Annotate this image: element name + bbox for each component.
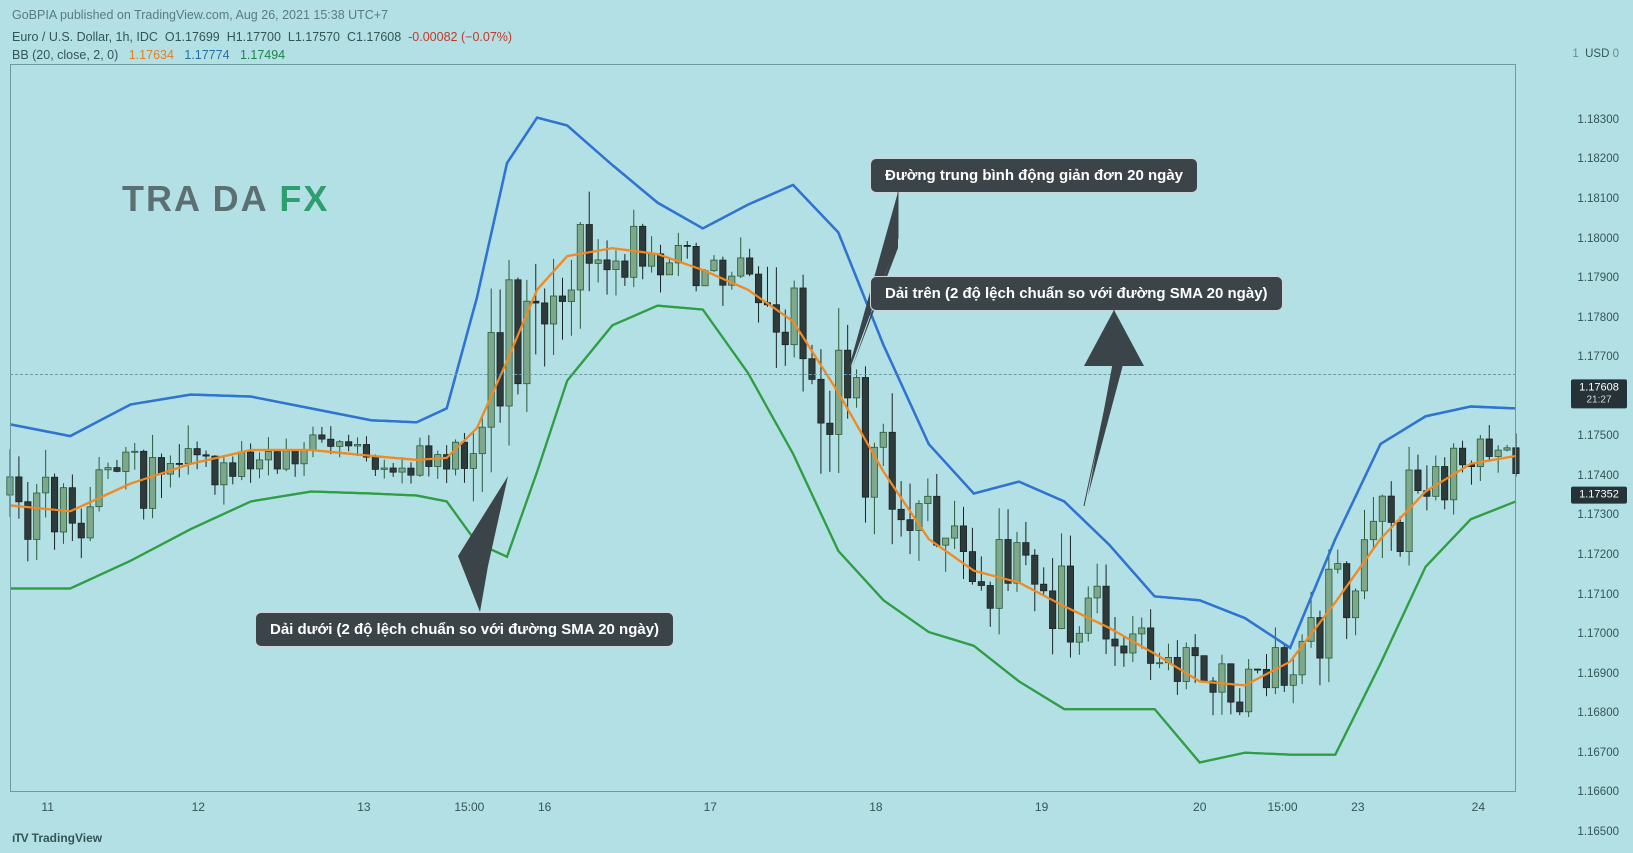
x-tick: 18 bbox=[869, 800, 882, 814]
y-tick: 1.18300 bbox=[1577, 114, 1619, 126]
plot-area[interactable]: 11 12 13 15:00 16 17 18 19 20 15:00 23 24 bbox=[0, 20, 1530, 820]
y-tick: 1.17900 bbox=[1577, 272, 1619, 284]
x-tick: 11 bbox=[41, 800, 53, 814]
callout-upper-arrow bbox=[1074, 306, 1154, 516]
callout-lower-arrow bbox=[418, 466, 518, 616]
x-tick: 23 bbox=[1351, 800, 1364, 814]
y-tick: 1.16700 bbox=[1577, 747, 1619, 759]
price-tag: 1.17352 bbox=[1571, 487, 1627, 504]
y-tick: 1.16600 bbox=[1577, 786, 1619, 798]
callout-lower: Dải dưới (2 độ lệch chuẩn so với đường S… bbox=[255, 612, 674, 647]
y-tick: 1.17700 bbox=[1577, 351, 1619, 363]
x-tick: 16 bbox=[538, 800, 551, 814]
y-tick: 1.16500 bbox=[1577, 826, 1619, 838]
y-tick: 1.17100 bbox=[1577, 589, 1619, 601]
tradingview-brand: ıTVTradingView bbox=[12, 831, 102, 845]
x-tick: 20 bbox=[1193, 800, 1206, 814]
y-tick: 1.18200 bbox=[1577, 153, 1619, 165]
y-tick: 1.18000 bbox=[1577, 233, 1619, 245]
x-tick: 15:00 bbox=[1268, 800, 1298, 814]
y-tick: 1.18100 bbox=[1577, 193, 1619, 205]
y-tick: 1.16800 bbox=[1577, 707, 1619, 719]
x-tick: 15:00 bbox=[454, 800, 484, 814]
x-tick: 13 bbox=[357, 800, 370, 814]
y-tick: 1.17300 bbox=[1577, 509, 1619, 521]
callout-sma: Đường trung bình động giản đơn 20 ngày bbox=[870, 158, 1198, 193]
price-tag: 1.1760821:27 bbox=[1571, 379, 1627, 408]
chart-svg bbox=[0, 20, 1530, 820]
y-tick: 1.17000 bbox=[1577, 628, 1619, 640]
x-tick: 17 bbox=[704, 800, 717, 814]
x-tick: 12 bbox=[192, 800, 205, 814]
y-axis: 1 USD 0 1.165001.166001.167001.168001.16… bbox=[1531, 20, 1633, 820]
last-price-line bbox=[10, 374, 1516, 375]
y-tick: 1.16900 bbox=[1577, 668, 1619, 680]
y-tick: 1.17400 bbox=[1577, 470, 1619, 482]
chart-container: GoBPIA published on TradingView.com, Aug… bbox=[0, 0, 1633, 853]
x-tick: 24 bbox=[1472, 800, 1485, 814]
y-axis-unit: 1 USD 0 bbox=[1572, 48, 1619, 60]
x-tick: 19 bbox=[1035, 800, 1048, 814]
y-tick: 1.17200 bbox=[1577, 549, 1619, 561]
y-tick: 1.17500 bbox=[1577, 430, 1619, 442]
y-tick: 1.17800 bbox=[1577, 312, 1619, 324]
